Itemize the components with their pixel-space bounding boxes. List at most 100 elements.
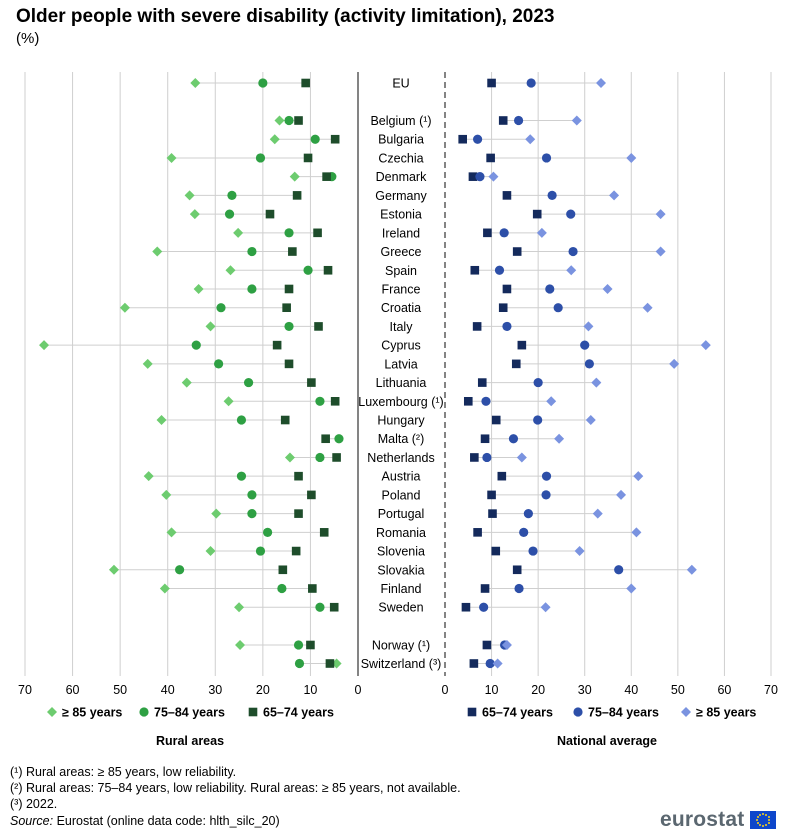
rural-point xyxy=(292,191,302,200)
country-label: Latvia xyxy=(384,357,417,371)
rural-point xyxy=(243,377,254,388)
national-point xyxy=(502,321,512,332)
national-point xyxy=(633,471,644,482)
rural-point xyxy=(321,434,330,444)
country-label: Italy xyxy=(390,320,414,334)
national-point xyxy=(655,209,666,220)
rural-point xyxy=(284,359,294,369)
country-label: Malta (²) xyxy=(378,432,425,446)
national-point xyxy=(488,171,499,182)
national-point xyxy=(541,471,552,481)
national-point xyxy=(591,377,602,388)
national-point xyxy=(479,602,489,612)
rural-point xyxy=(282,303,291,312)
national-point xyxy=(585,415,596,426)
rural-point xyxy=(175,565,185,575)
x-tick-label: 0 xyxy=(442,683,449,697)
rural-point xyxy=(166,527,177,538)
rural-point xyxy=(247,509,257,519)
rural-point xyxy=(214,359,224,369)
national-point xyxy=(533,377,543,388)
x-tick-label: 20 xyxy=(256,683,270,697)
legend-label: ≥ 85 years xyxy=(696,706,756,720)
rural-point xyxy=(258,78,268,88)
national-point xyxy=(545,284,555,294)
national-point xyxy=(487,490,496,500)
country-label: Sweden xyxy=(378,601,423,615)
legend-marker xyxy=(248,707,258,717)
national-point xyxy=(609,190,620,201)
national-point xyxy=(546,396,557,407)
rural-point xyxy=(227,190,237,200)
national-point xyxy=(508,434,519,444)
rural-point xyxy=(315,602,325,612)
national-point xyxy=(497,471,507,481)
country-label: Ireland xyxy=(382,226,420,240)
legend-label: 65–74 years xyxy=(263,706,334,720)
rural-point xyxy=(277,583,287,594)
rural-point xyxy=(314,322,323,331)
national-point xyxy=(512,247,522,256)
rural-point xyxy=(315,396,325,406)
national-point xyxy=(541,490,551,500)
country-label: Estonia xyxy=(380,208,422,222)
rural-point xyxy=(284,228,294,238)
x-tick-label: 60 xyxy=(717,683,731,697)
national-point xyxy=(686,564,697,575)
rural-point xyxy=(325,659,335,668)
footnote-2: (²) Rural areas: 75–84 years, low reliab… xyxy=(10,781,461,795)
national-point xyxy=(566,265,577,276)
national-point xyxy=(574,546,585,557)
national-point xyxy=(472,322,482,331)
national-point xyxy=(492,658,503,669)
national-point xyxy=(486,153,495,163)
rural-point xyxy=(166,152,177,163)
rural-point xyxy=(284,115,294,126)
national-point xyxy=(526,78,536,88)
national-point xyxy=(483,228,492,238)
national-point xyxy=(502,191,512,200)
national-point xyxy=(458,134,467,144)
x-tick-label: 50 xyxy=(113,683,127,697)
rural-point xyxy=(191,340,201,350)
national-point xyxy=(532,209,542,219)
chart-title: Older people with severe disability (act… xyxy=(16,6,555,27)
national-point xyxy=(519,527,529,537)
rural-point xyxy=(156,415,167,426)
panel-label-national: National average xyxy=(557,734,657,748)
rural-point xyxy=(108,564,119,575)
x-tick-label: 60 xyxy=(66,683,80,697)
x-tick-label: 40 xyxy=(161,683,175,697)
rural-point xyxy=(193,283,204,294)
country-label: Luxembourg (¹) xyxy=(358,395,443,409)
national-point xyxy=(626,152,637,163)
rural-point xyxy=(280,415,290,425)
national-point xyxy=(700,340,711,351)
national-point xyxy=(482,452,492,463)
rural-point xyxy=(274,115,285,126)
rural-point xyxy=(272,340,282,350)
rural-point xyxy=(216,303,226,313)
national-point xyxy=(482,640,492,650)
rural-point xyxy=(265,209,275,219)
national-point xyxy=(525,134,536,145)
source-note: Source: Eurostat (online data code: hlth… xyxy=(10,814,280,828)
rural-point xyxy=(293,640,304,650)
rural-point xyxy=(289,171,300,182)
x-tick-label: 50 xyxy=(671,683,685,697)
national-point xyxy=(514,583,524,594)
national-point xyxy=(473,134,483,144)
national-point xyxy=(616,489,627,500)
national-point xyxy=(528,546,538,556)
national-point xyxy=(568,246,578,257)
rural-point xyxy=(263,527,273,537)
country-label: Slovenia xyxy=(377,545,425,559)
legend-marker xyxy=(139,707,149,717)
chart-subtitle: (%) xyxy=(16,30,40,47)
country-label: Romania xyxy=(376,526,426,540)
rural-point xyxy=(278,565,288,575)
national-point xyxy=(642,302,653,313)
logo-text: eurostat xyxy=(660,808,745,831)
national-point xyxy=(511,359,521,369)
rural-point xyxy=(294,509,303,518)
